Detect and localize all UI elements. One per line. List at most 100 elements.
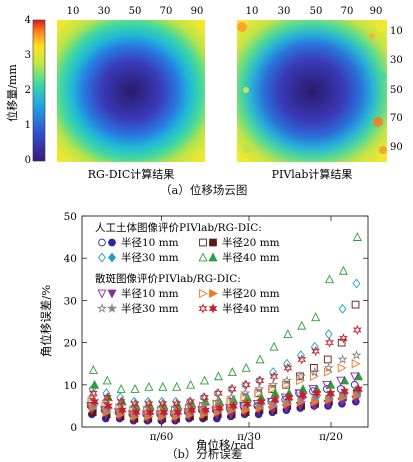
data-point: [267, 379, 279, 390]
rgdic-map: [57, 20, 205, 162]
legend-label: 半径20 mm: [222, 236, 280, 249]
colorbar-tick: 4: [25, 15, 31, 26]
data-point: [326, 388, 336, 399]
plot-frame: [81, 215, 369, 428]
data-point: [269, 367, 278, 378]
data-point: [253, 383, 265, 394]
legend-title: 散斑图像评价PIVlab/RG-DIC:: [95, 272, 241, 285]
data-point: [226, 392, 237, 402]
legend-marker: [199, 238, 207, 247]
x-tick: 10: [246, 6, 259, 17]
data-point: [308, 385, 318, 395]
data-point: [88, 365, 98, 374]
y-tick-label: 20: [64, 338, 77, 350]
data-point: [324, 329, 333, 340]
data-point: [296, 350, 305, 361]
data-point: [101, 396, 112, 407]
data-point: [104, 400, 113, 411]
data-point: [144, 381, 154, 391]
legend-label: 半径30 mm: [121, 302, 179, 315]
data-point: [352, 232, 362, 241]
legend-label: 半径10 mm: [121, 236, 179, 249]
data-point: [322, 380, 332, 390]
data-point: [323, 355, 332, 364]
data-point: [352, 278, 361, 289]
x-axis-label: 角位移/rad: [196, 438, 255, 452]
legend-marker: [98, 252, 106, 263]
data-point: [338, 303, 347, 314]
colorbar-label: 位移量/mm: [5, 64, 19, 122]
data-point: [296, 394, 308, 404]
data-point: [144, 398, 154, 409]
data-point: [282, 358, 291, 369]
data-point: [352, 324, 362, 336]
x-tick: 50: [310, 6, 323, 17]
data-point: [184, 403, 194, 413]
data-point: [312, 388, 322, 399]
data-point: [269, 398, 280, 409]
legend: 人工土体图像评价PIVlab/RG-DIC: 散斑图像评价PIVlab/RG-DI…: [95, 221, 280, 315]
data-point: [340, 386, 350, 397]
data-point: [128, 402, 140, 413]
legend-label: 半径40 mm: [222, 302, 280, 315]
y-tick-label: 30: [64, 295, 77, 307]
legend-marker: [198, 303, 208, 314]
x-tick: 90: [370, 6, 383, 17]
data-point: [297, 354, 307, 365]
y-tick-label: 10: [64, 380, 77, 392]
data-point: [88, 388, 98, 399]
right-map-caption: PIVlab计算结果: [272, 167, 353, 181]
data-point: [102, 404, 113, 415]
data-point: [129, 405, 139, 415]
data-point: [351, 349, 362, 360]
data-point: [158, 398, 168, 409]
data-point: [270, 394, 280, 405]
data-point: [240, 387, 251, 398]
data-point: [351, 359, 361, 369]
data-point: [324, 392, 336, 402]
data-point: [227, 367, 237, 376]
data-point: [116, 384, 126, 393]
x-tick-label: π/20: [319, 431, 343, 443]
data-point: [336, 376, 346, 386]
legend-marker: [108, 238, 116, 247]
data-point: [354, 383, 363, 395]
data-point: [102, 375, 112, 385]
data-points: [86, 232, 364, 425]
y-tick-label: 40: [64, 253, 77, 265]
y-tick-label: 50: [64, 211, 77, 223]
legend-marker: [96, 303, 108, 313]
y-tick: 10: [390, 26, 403, 37]
legend-marker: [108, 252, 116, 263]
data-point: [337, 363, 347, 373]
y-tick: 50: [390, 85, 403, 96]
data-point: [184, 400, 195, 411]
data-point: [117, 405, 127, 416]
legend-marker: [198, 252, 208, 262]
data-point: [90, 379, 100, 389]
data-point: [338, 389, 349, 400]
x-tick: 30: [98, 6, 111, 17]
data-point: [281, 375, 293, 385]
data-point: [102, 392, 112, 403]
data-point: [198, 398, 209, 409]
x-tick: 30: [278, 6, 291, 17]
legend-marker: [209, 238, 217, 247]
data-point: [352, 387, 363, 398]
data-point: [269, 341, 279, 351]
colorbar-tick: 2: [25, 85, 31, 96]
data-point: [200, 392, 209, 403]
legend-label: 半径20 mm: [222, 287, 280, 300]
data-point: [115, 400, 126, 411]
data-point: [311, 312, 321, 322]
x-tick: 90: [191, 6, 204, 17]
data-point: [158, 381, 168, 391]
x-tick: 50: [129, 6, 142, 17]
y-tick: 90: [390, 142, 403, 153]
data-point: [255, 375, 265, 386]
legend-label: 半径10 mm: [121, 287, 179, 300]
data-point: [339, 333, 348, 344]
data-point: [172, 381, 182, 391]
data-point: [145, 407, 155, 418]
y-tick: 70: [390, 113, 403, 124]
